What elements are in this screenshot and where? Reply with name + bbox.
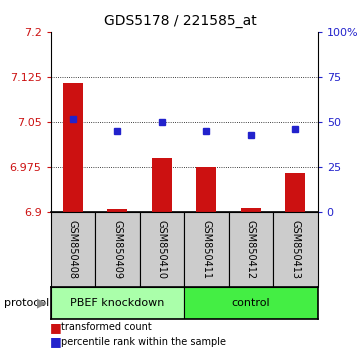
Text: GDS5178 / 221585_at: GDS5178 / 221585_at [104, 14, 257, 28]
Bar [196, 167, 216, 212]
Bar [51, 212, 95, 287]
Bar [184, 212, 229, 287]
Text: transformed count: transformed count [61, 322, 152, 332]
Text: GSM850412: GSM850412 [246, 220, 256, 279]
Text: GSM850409: GSM850409 [112, 220, 122, 279]
Bar [107, 210, 127, 212]
Bar [95, 212, 140, 287]
Bar [63, 83, 83, 212]
Text: PBEF knockdown: PBEF knockdown [70, 298, 165, 308]
Text: protocol: protocol [4, 298, 49, 308]
Text: ■: ■ [50, 335, 62, 348]
Bar [51, 287, 184, 319]
Bar [241, 208, 261, 212]
Bar [286, 173, 305, 212]
Text: GSM850410: GSM850410 [157, 220, 167, 279]
Bar [184, 287, 318, 319]
Bar [140, 212, 184, 287]
Text: percentile rank within the sample: percentile rank within the sample [61, 337, 226, 347]
Text: ■: ■ [50, 321, 62, 334]
Text: control: control [232, 298, 270, 308]
Bar [152, 158, 172, 212]
Text: GSM850413: GSM850413 [290, 220, 300, 279]
Text: ▶: ▶ [37, 296, 46, 309]
Bar [229, 212, 273, 287]
Text: GSM850411: GSM850411 [201, 220, 212, 279]
Bar [273, 212, 318, 287]
Text: GSM850408: GSM850408 [68, 220, 78, 279]
